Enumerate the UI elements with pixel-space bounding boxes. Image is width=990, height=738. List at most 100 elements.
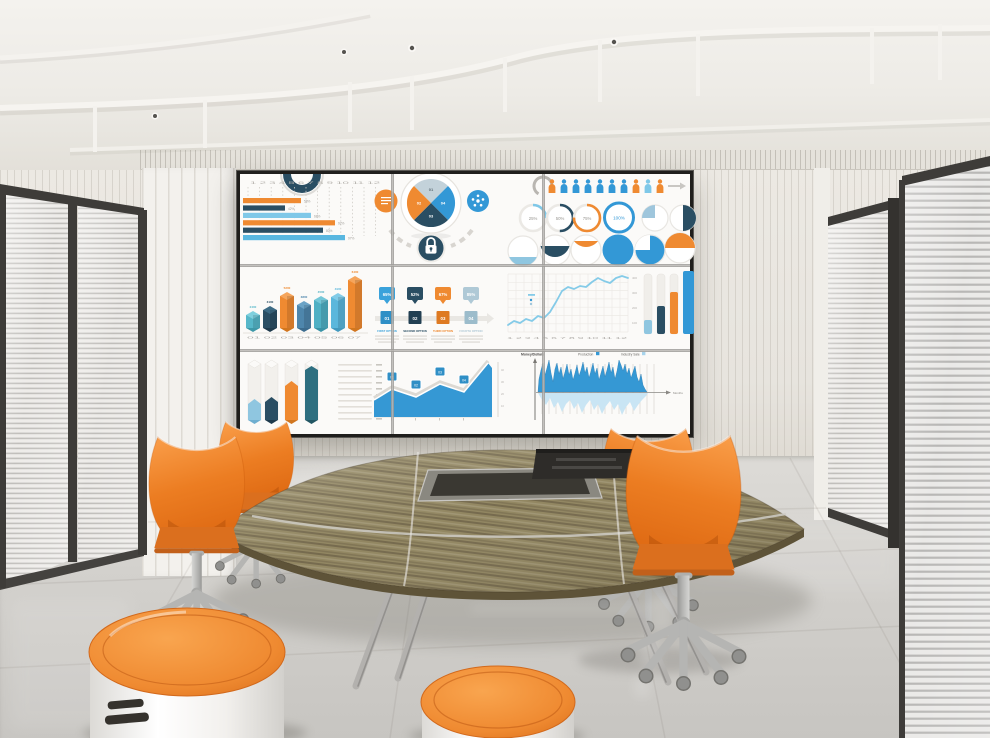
- horizontal-bar-chart: 1 2 3 4 5 6 7 8 9 10 11 12 58% 42% 68%: [243, 174, 381, 241]
- svg-text:20: 20: [501, 392, 504, 396]
- timeline-step-3: 67% 03 THIRD OPTION: [431, 287, 455, 343]
- stool-center: [420, 665, 576, 738]
- svg-text:97%: 97%: [348, 237, 355, 241]
- svg-text:67%: 67%: [439, 292, 448, 297]
- bezel-divider-h2: [240, 349, 690, 352]
- svg-text:4900: 4900: [335, 287, 342, 291]
- timeline-step-4: 85% 04 FOURTH OPTION: [459, 287, 483, 343]
- pipe-drops: [93, 24, 942, 152]
- pie-seg-1: [414, 178, 448, 203]
- svg-text:01 02 03 04 05 06 07: 01 02 03 04 05 06 07: [247, 336, 362, 340]
- svg-text:92%: 92%: [338, 222, 345, 226]
- bezel-divider-v1: [391, 174, 394, 434]
- svg-text:03: 03: [441, 316, 446, 321]
- glass-partition-left: [0, 184, 147, 590]
- line-chart: 400 300 200 100 1 2 3 4 5 6 7 8 9 10 11 …: [507, 271, 694, 340]
- svg-text:01: 01: [385, 316, 390, 321]
- svg-text:FIRST OPTION: FIRST OPTION: [377, 329, 397, 333]
- svg-text:5200: 5200: [284, 286, 291, 290]
- svg-text:01: 01: [429, 187, 434, 192]
- fill-circles: [507, 232, 696, 267]
- people-icons: [548, 179, 664, 193]
- chart-title: Money/Dollars: [521, 353, 544, 357]
- svg-text:6400: 6400: [352, 270, 359, 274]
- svg-text:65%: 65%: [383, 292, 392, 297]
- svg-text:3800: 3800: [301, 295, 308, 299]
- pie-chart-panel: 01 04 03 02: [374, 174, 489, 263]
- svg-text:03: 03: [438, 370, 442, 374]
- svg-text:02: 02: [414, 383, 418, 387]
- ring-100: 100%: [603, 201, 635, 234]
- table-edge: [218, 529, 804, 600]
- glass-partition-right: [828, 156, 990, 738]
- svg-text:42%: 42%: [288, 207, 295, 211]
- svg-text:4500: 4500: [318, 290, 325, 294]
- svg-text:04: 04: [462, 378, 466, 382]
- fill-column-chart: [247, 359, 382, 424]
- iso-columns: [246, 276, 362, 332]
- stool-left: [88, 607, 286, 738]
- svg-text:10: 10: [501, 404, 504, 408]
- svg-text:52%: 52%: [411, 292, 420, 297]
- area-chart-3d: 01 02 03 04 40 30 20 10: [373, 359, 504, 421]
- area-fill: [374, 363, 492, 417]
- production-area: [537, 359, 648, 393]
- pie-seg-4: [431, 186, 456, 220]
- svg-text:30: 30: [501, 380, 504, 384]
- svg-text:SECOND OPTION: SECOND OPTION: [403, 329, 426, 333]
- svg-text:400: 400: [632, 276, 637, 280]
- legend-industry-sale: Industry Sale: [621, 353, 640, 357]
- svg-text:100%: 100%: [613, 215, 625, 220]
- stool-cushion: [420, 665, 576, 738]
- ceiling-grille: [140, 150, 990, 170]
- svg-text:FOURTH OPTION: FOURTH OPTION: [459, 329, 482, 333]
- svg-text:3100: 3100: [267, 300, 274, 304]
- svg-text:58%: 58%: [304, 200, 311, 204]
- progress-bars-vertical: [643, 271, 694, 335]
- frame-post: [888, 198, 902, 548]
- track-lights: [151, 38, 618, 120]
- pie-seg-3: [414, 203, 448, 228]
- svg-text:100: 100: [632, 321, 637, 325]
- cut-donut: [283, 174, 321, 193]
- wedge-circle: [641, 204, 669, 232]
- frame-bottom: [0, 548, 144, 590]
- bar-x-ticks: 1 2 3 4 5 6 7 8 9 10 11 12: [250, 181, 381, 185]
- production-chart: Money/Dollars Production Industry Sale M…: [521, 351, 683, 420]
- legend-production: Production: [578, 353, 593, 357]
- svg-text:80%: 80%: [326, 229, 333, 233]
- area-markers: 01 02 03 04: [386, 366, 470, 390]
- svg-text:50%: 50%: [556, 216, 565, 221]
- trend-line: [507, 275, 629, 326]
- svg-text:25%: 25%: [529, 216, 538, 221]
- svg-text:03: 03: [429, 214, 434, 219]
- pie-seg-2: [406, 186, 431, 220]
- stool-vents: [104, 698, 149, 725]
- svg-text:2400: 2400: [250, 305, 257, 309]
- x-axis-label: Months: [673, 391, 683, 395]
- timeline-step-2: 52% 02 SECOND OPTION: [403, 287, 427, 343]
- svg-text:02: 02: [413, 316, 418, 321]
- fill-columns: [247, 359, 319, 424]
- video-wall: 1 2 3 4 5 6 7 8 9 10 11 12 58% 42% 68%: [237, 171, 696, 437]
- dashboard-graphics: 1 2 3 4 5 6 7 8 9 10 11 12 58% 42% 68%: [243, 174, 696, 424]
- industry-mirror-area: [538, 393, 648, 415]
- bezel-divider-v2: [542, 174, 545, 434]
- bezel-divider-h1: [240, 264, 690, 267]
- svg-text:04: 04: [469, 316, 474, 321]
- timeline-options: 65% 01 FIRST OPTION 52% 02 SECOND OPTION: [375, 287, 494, 343]
- stool-cushion: [88, 607, 286, 697]
- svg-text:02: 02: [417, 201, 422, 206]
- half-circle: [669, 204, 696, 232]
- isometric-column-chart: 2400 3100 5200 3800 4500 4900 6400 01 02…: [243, 270, 368, 340]
- svg-text:200: 200: [632, 306, 637, 310]
- ceiling-pipes: [0, 9, 990, 156]
- ring-75: 75%: [572, 203, 602, 233]
- percent-gauges-panel: 25% 50% 75% 100%: [507, 175, 696, 267]
- svg-text:1 2 3 4 5 6 7 8 9 10 11 12: 1 2 3 4 5 6 7 8 9 10 11 12: [507, 336, 628, 340]
- svg-text:04: 04: [441, 201, 446, 206]
- wall-pillar-right: [814, 168, 830, 520]
- svg-text:75%: 75%: [583, 216, 592, 221]
